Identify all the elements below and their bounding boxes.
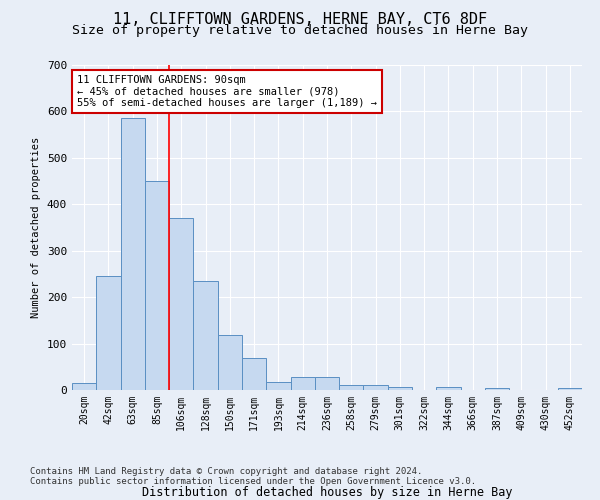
Bar [145,181,169,390]
Bar [436,387,461,390]
Bar [96,276,121,390]
Text: 11 CLIFFTOWN GARDENS: 90sqm
← 45% of detached houses are smaller (978)
55% of se: 11 CLIFFTOWN GARDENS: 90sqm ← 45% of det… [77,74,377,108]
Bar [242,358,266,390]
Text: Contains HM Land Registry data © Crown copyright and database right 2024.: Contains HM Land Registry data © Crown c… [30,467,422,476]
Bar [339,386,364,390]
Bar [266,382,290,390]
Text: 11, CLIFFTOWN GARDENS, HERNE BAY, CT6 8DF: 11, CLIFFTOWN GARDENS, HERNE BAY, CT6 8D… [113,12,487,28]
X-axis label: Distribution of detached houses by size in Herne Bay: Distribution of detached houses by size … [142,486,512,498]
Text: Size of property relative to detached houses in Herne Bay: Size of property relative to detached ho… [72,24,528,37]
Bar [169,218,193,390]
Bar [218,335,242,390]
Bar [193,281,218,390]
Bar [121,118,145,390]
Text: Contains public sector information licensed under the Open Government Licence v3: Contains public sector information licen… [30,477,476,486]
Bar [558,388,582,390]
Bar [72,383,96,390]
Bar [485,388,509,390]
Y-axis label: Number of detached properties: Number of detached properties [31,137,41,318]
Bar [388,387,412,390]
Bar [315,377,339,390]
Bar [290,378,315,390]
Bar [364,386,388,390]
